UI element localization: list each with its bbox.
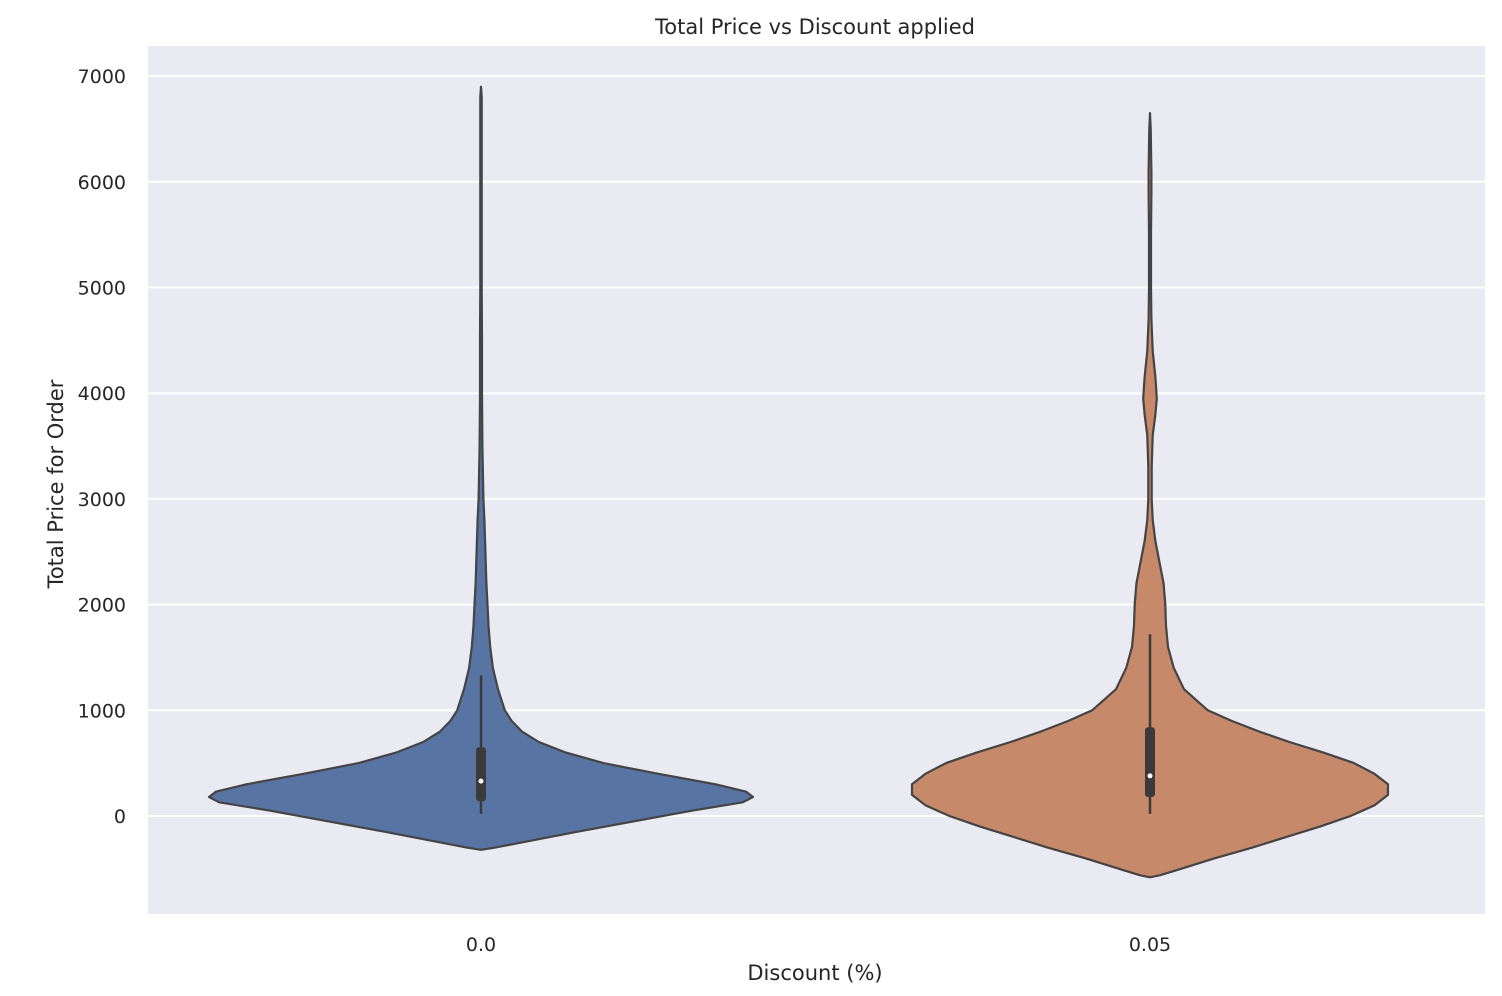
- x-tick-label: 0.0: [466, 934, 496, 956]
- y-tick-label: 2000: [78, 595, 126, 617]
- y-tick-labels: 0 1000 2000 3000 4000 5000 6000 7000: [78, 66, 126, 828]
- x-axis-label: Discount (%): [747, 961, 882, 985]
- y-tick-label: 7000: [78, 66, 126, 88]
- y-tick-label: 6000: [78, 172, 126, 194]
- violin-box: [476, 747, 486, 802]
- y-tick-label: 4000: [78, 383, 126, 405]
- violin-body: [910, 112, 1390, 879]
- y-tick-label: 0: [114, 806, 126, 828]
- y-axis-label: Total Price for Order: [44, 379, 68, 589]
- x-tick-labels: 0.0 0.05: [466, 934, 1171, 956]
- y-tick-label: 3000: [78, 489, 126, 511]
- y-tick-label: 5000: [78, 278, 126, 300]
- violins: [207, 85, 1390, 879]
- chart-title: Total Price vs Discount applied: [654, 15, 975, 39]
- violin-median: [1147, 773, 1153, 779]
- x-tick-label: 0.05: [1129, 934, 1171, 956]
- violin-box: [1145, 727, 1155, 797]
- y-tick-label: 1000: [78, 700, 126, 722]
- violin-body: [207, 85, 755, 851]
- violin-median: [478, 778, 484, 784]
